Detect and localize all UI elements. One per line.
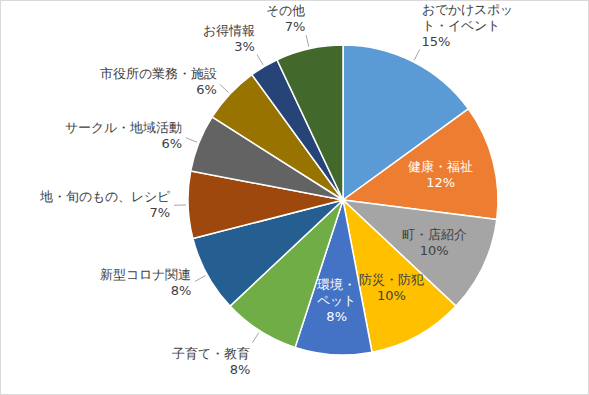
chart: おでかけスポット・イベント15%健康・福祉12%町・店紹介10%防災・防犯10%… [0, 0, 589, 395]
slice-value: 8% [171, 283, 192, 298]
slice-value: 8% [230, 362, 251, 377]
slice-label-line: お得情報 [203, 23, 255, 38]
slice-value: 6% [196, 82, 217, 97]
slice-label: 市役所の業務・施設 [100, 66, 217, 81]
slice-label-line: 防災・防犯 [359, 272, 424, 287]
slice-label-line: 子育て・教育 [172, 346, 250, 361]
slice-value: 10% [377, 288, 406, 303]
leader-line [414, 49, 419, 60]
slice-value: 15% [422, 34, 451, 49]
leader-line [257, 55, 263, 65]
chart-frame [1, 1, 589, 395]
leader-line [186, 138, 197, 142]
slice-label-line: 新型コロナ関連 [100, 267, 191, 282]
leader-line [195, 276, 206, 282]
slice-label: おでかけスポット・イベント [422, 2, 513, 33]
slice-label: 地・旬のもの、レシピ [39, 189, 170, 204]
slice-label: その他 [266, 3, 305, 18]
slice-value: 10% [420, 243, 449, 258]
slice-label-line: おでかけスポッ [422, 2, 513, 17]
leader-line [220, 84, 229, 92]
slice-label: 健康・福祉 [408, 159, 473, 174]
slice-value: 12% [426, 175, 455, 190]
leader-line [306, 35, 309, 47]
slice-value: 8% [326, 309, 347, 324]
slice-label-line: ペット [317, 293, 356, 308]
slice-label-line: 地・旬のもの、レシピ [39, 189, 170, 204]
slice-label-line: 環境・ [317, 277, 356, 292]
slice-value: 7% [149, 205, 170, 220]
slice-label: 子育て・教育 [172, 346, 250, 361]
slice-value: 7% [285, 19, 306, 34]
slice-label-line: その他 [266, 3, 305, 18]
slice-label: 環境・ペット [317, 277, 356, 308]
pie-slice [277, 45, 343, 200]
leader-line [174, 204, 186, 205]
slice-value: 6% [162, 136, 183, 151]
labels: おでかけスポット・イベント15%健康・福祉12%町・店紹介10%防災・防犯10%… [39, 2, 512, 377]
slice-label: 新型コロナ関連 [100, 267, 191, 282]
slices [188, 45, 498, 355]
slice-label: 防災・防犯 [359, 272, 424, 287]
leader-line [252, 333, 258, 343]
slice-label: 町・店紹介 [402, 227, 467, 242]
slice-label-line: 健康・福祉 [408, 159, 473, 174]
slice-label-line: ト・イベント [422, 18, 500, 33]
slice-value: 3% [234, 39, 255, 54]
slice-label-line: サークル・地域活動 [65, 120, 182, 135]
slice-label-line: 町・店紹介 [402, 227, 467, 242]
slice-label: サークル・地域活動 [65, 120, 182, 135]
slice-label-line: 市役所の業務・施設 [100, 66, 217, 81]
slice-label: お得情報 [203, 23, 255, 38]
